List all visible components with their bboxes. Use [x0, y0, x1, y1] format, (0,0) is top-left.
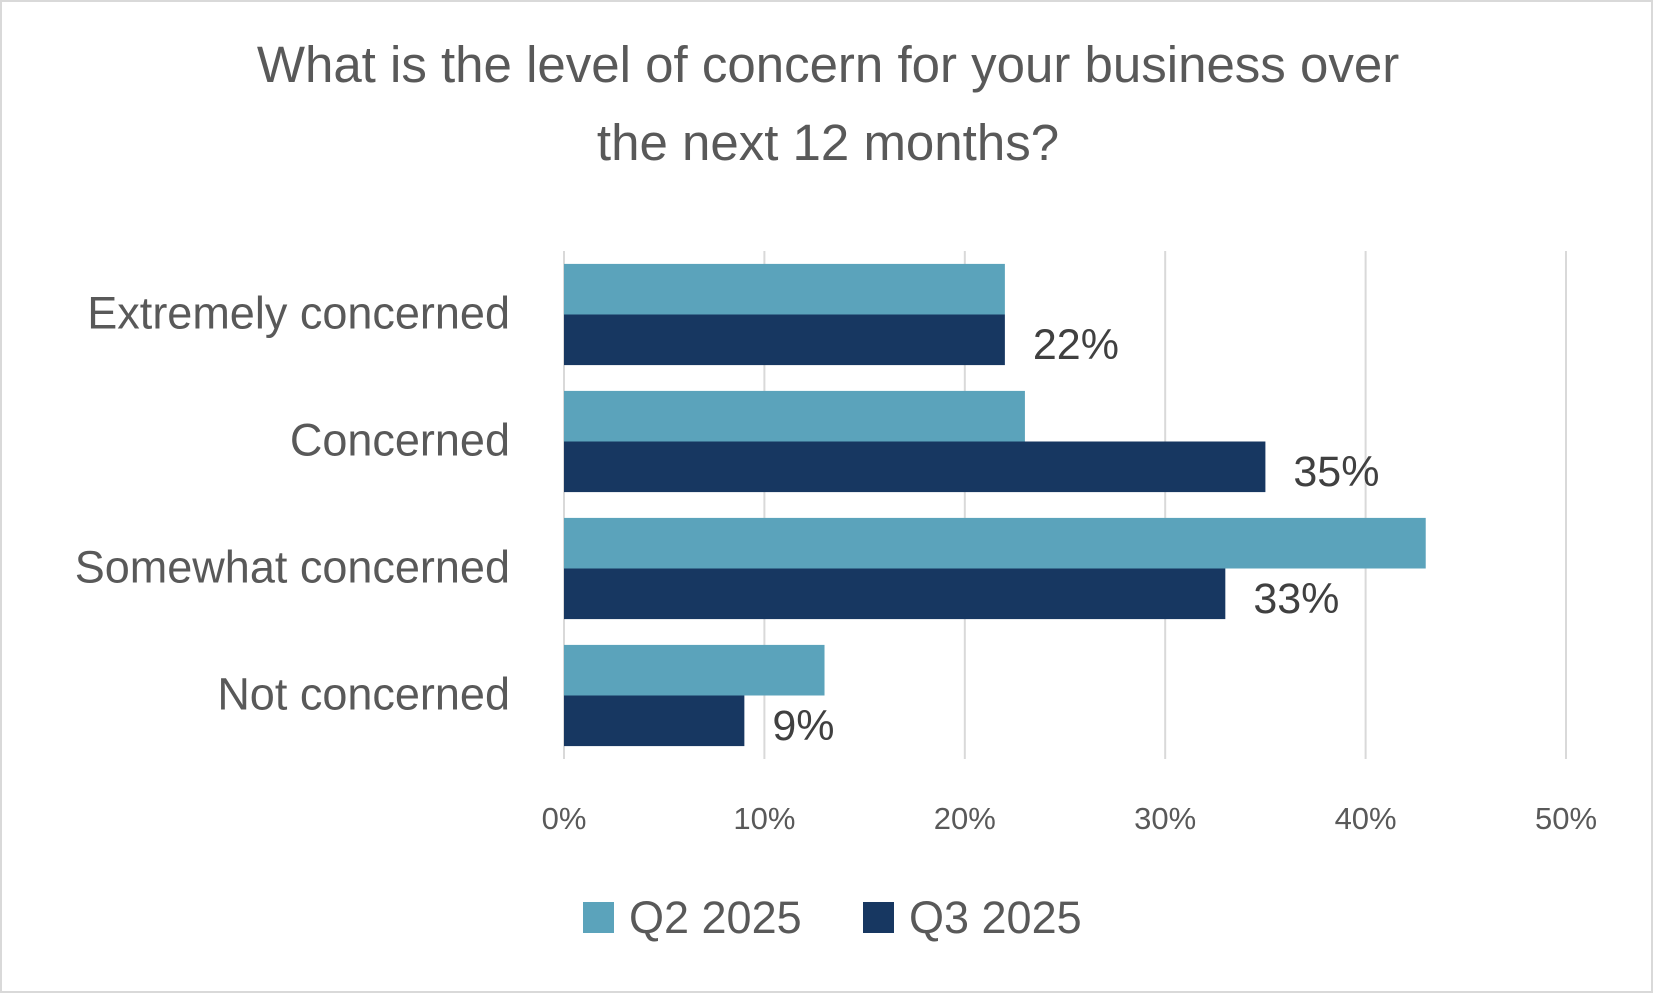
x-tick-label: 50% — [1535, 801, 1597, 836]
x-tick-label: 30% — [1134, 801, 1196, 836]
data-label: 33% — [1253, 575, 1339, 623]
chart-title-line-1: What is the level of concern for your bu… — [257, 36, 1399, 93]
bar-q3-2025 — [564, 568, 1226, 620]
bar-q2-2025 — [564, 263, 1005, 315]
bar-q2-2025 — [564, 517, 1426, 569]
bar-q2-2025 — [564, 644, 825, 696]
data-label: 22% — [1033, 321, 1119, 369]
category-label: Extremely concerned — [87, 288, 510, 339]
legend-label: Q3 2025 — [909, 892, 1082, 943]
chart-title-line-2: the next 12 months? — [597, 114, 1059, 171]
x-tick-label: 0% — [542, 801, 587, 836]
legend-swatch — [583, 902, 614, 933]
bar-q2-2025 — [564, 390, 1025, 442]
bar-q3-2025 — [564, 314, 1005, 366]
bar-q3-2025 — [564, 695, 745, 747]
x-tick-label: 20% — [934, 801, 996, 836]
category-label: Concerned — [290, 415, 510, 466]
legend-swatch — [863, 902, 894, 933]
category-label: Somewhat concerned — [75, 542, 510, 593]
x-tick-label: 10% — [733, 801, 795, 836]
x-tick-label: 40% — [1335, 801, 1397, 836]
legend-label: Q2 2025 — [629, 892, 802, 943]
category-label: Not concerned — [217, 669, 510, 720]
bar-q3-2025 — [564, 441, 1266, 493]
data-label: 9% — [772, 702, 834, 750]
data-label: 35% — [1293, 448, 1379, 496]
